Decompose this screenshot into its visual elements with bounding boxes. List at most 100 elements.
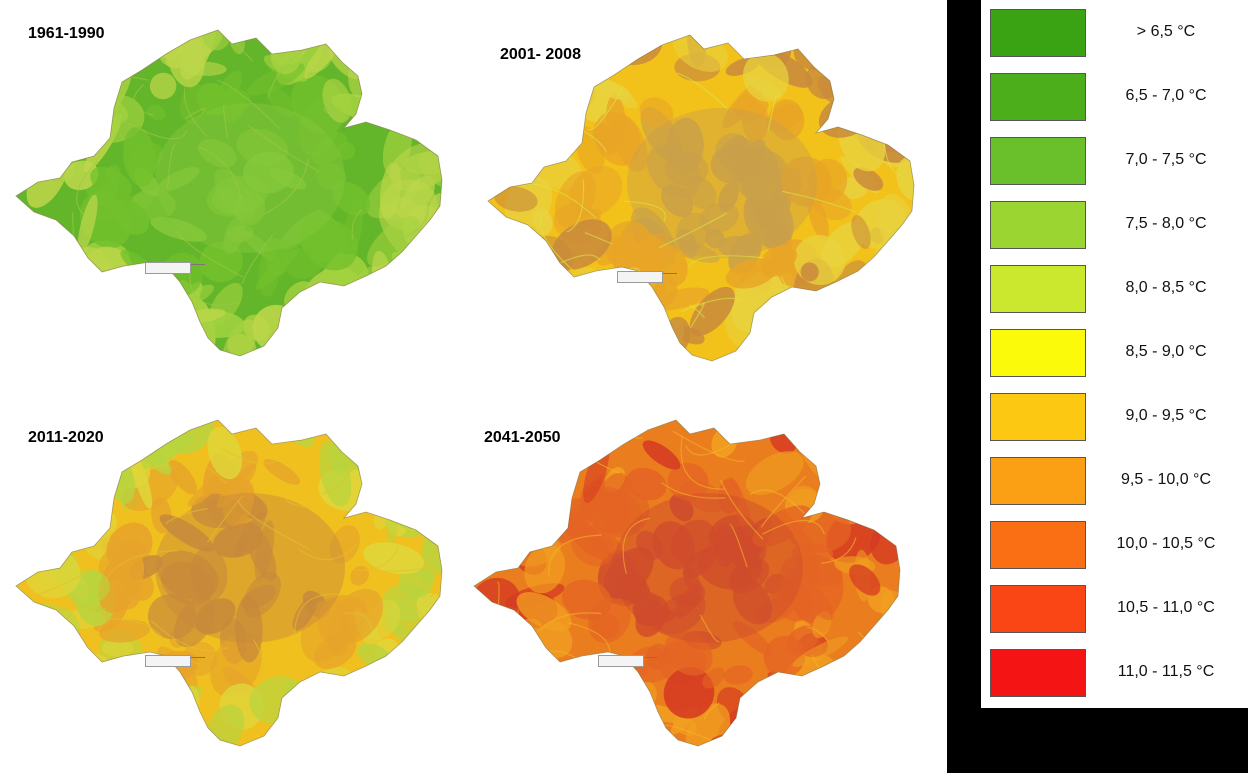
map-patch	[223, 216, 245, 255]
map-patch	[535, 313, 585, 342]
map-line	[622, 517, 650, 574]
map-line	[422, 105, 442, 132]
legend-label: 9,0 - 9,5 °C	[1125, 407, 1207, 424]
map-line	[133, 84, 154, 116]
map-patch	[300, 726, 318, 746]
city-boundary	[15, 419, 443, 747]
map-line	[762, 519, 825, 535]
map-line	[689, 304, 705, 319]
map-line	[16, 129, 46, 145]
map-patch	[833, 420, 853, 470]
legend-label: 11,0 - 11,5 °C	[1117, 663, 1215, 680]
map-patch	[52, 290, 79, 320]
map-line	[828, 311, 845, 339]
map-patch	[206, 175, 268, 217]
map-patch	[780, 314, 799, 359]
map-line	[90, 607, 106, 640]
map-patch	[435, 440, 442, 472]
map-line	[595, 420, 643, 439]
map-line	[806, 626, 829, 642]
map-patch	[870, 61, 907, 109]
map-line	[16, 298, 72, 305]
map-patch	[311, 131, 348, 165]
map-patch	[366, 420, 408, 442]
map-patch	[548, 705, 596, 729]
legend-item: > 6,5 °C	[981, 9, 1248, 59]
map-patch	[652, 521, 695, 570]
map-patch	[67, 276, 107, 310]
map-patch	[728, 477, 754, 539]
map-patch	[66, 273, 106, 303]
legend-item: 9,5 - 10,0 °C	[981, 457, 1248, 507]
map-line	[745, 35, 795, 51]
map-panel-2001-2008: 2001- 2008	[482, 15, 952, 390]
map-line	[165, 508, 208, 525]
map-line	[247, 124, 320, 172]
map-patch	[289, 307, 324, 346]
map-patch	[579, 672, 639, 716]
map-line	[838, 659, 894, 690]
map-patch	[535, 296, 560, 324]
map-patch	[516, 675, 564, 724]
map-patch	[781, 724, 814, 746]
map-patch	[16, 472, 64, 527]
map-patch	[837, 706, 892, 739]
map-patch	[101, 639, 134, 657]
map-patch	[33, 475, 90, 515]
map-patch	[96, 276, 140, 315]
map-line	[150, 620, 229, 652]
legend-swatch	[990, 329, 1086, 377]
map-line	[820, 537, 857, 564]
map-line	[689, 302, 705, 329]
map-line	[719, 479, 764, 540]
map-patch	[839, 698, 859, 729]
map-line	[429, 551, 442, 598]
map-patch	[39, 474, 69, 509]
map-patch	[149, 72, 177, 100]
map-line	[223, 103, 229, 139]
map-2011-2020	[15, 419, 443, 747]
map-line	[584, 232, 612, 245]
map-patch	[746, 197, 779, 232]
map-patch	[488, 89, 518, 134]
map-patch	[389, 39, 421, 56]
legend-item: 10,5 - 11,0 °C	[981, 585, 1248, 635]
map-patch	[641, 246, 667, 277]
map-patch	[112, 199, 150, 235]
map-patch	[685, 703, 731, 746]
legend-label: 8,0 - 8,5 °C	[1125, 279, 1207, 296]
map-patch	[150, 217, 207, 242]
legend-label: 7,5 - 8,0 °C	[1125, 215, 1207, 232]
map-patch	[885, 118, 914, 143]
map-line	[781, 190, 856, 213]
map-patch	[550, 275, 585, 324]
map-patch	[28, 324, 68, 354]
map-patch	[669, 576, 706, 607]
map-patch	[329, 525, 360, 564]
map-patch	[844, 481, 879, 516]
map-patch	[266, 86, 297, 118]
map-patch	[851, 215, 871, 249]
urban-core	[155, 493, 345, 643]
map-line	[87, 302, 114, 319]
map-line	[901, 432, 938, 480]
map-patch	[123, 126, 156, 187]
map-callout	[617, 271, 663, 283]
map-line	[862, 47, 902, 66]
map-line	[587, 88, 624, 131]
map-patch	[858, 107, 886, 135]
map-patch	[298, 296, 316, 335]
map-patch	[828, 671, 878, 707]
map-patch	[522, 480, 558, 529]
map-patch	[832, 707, 886, 746]
map-patch	[168, 460, 198, 495]
map-patch	[428, 96, 442, 141]
map-callout-line	[191, 657, 205, 658]
map-line	[659, 212, 728, 249]
map-line	[424, 67, 442, 97]
map-line	[75, 699, 78, 712]
map-patch	[595, 669, 623, 700]
map-line	[748, 348, 761, 356]
map-patch	[476, 497, 506, 546]
map-patch	[357, 343, 405, 356]
